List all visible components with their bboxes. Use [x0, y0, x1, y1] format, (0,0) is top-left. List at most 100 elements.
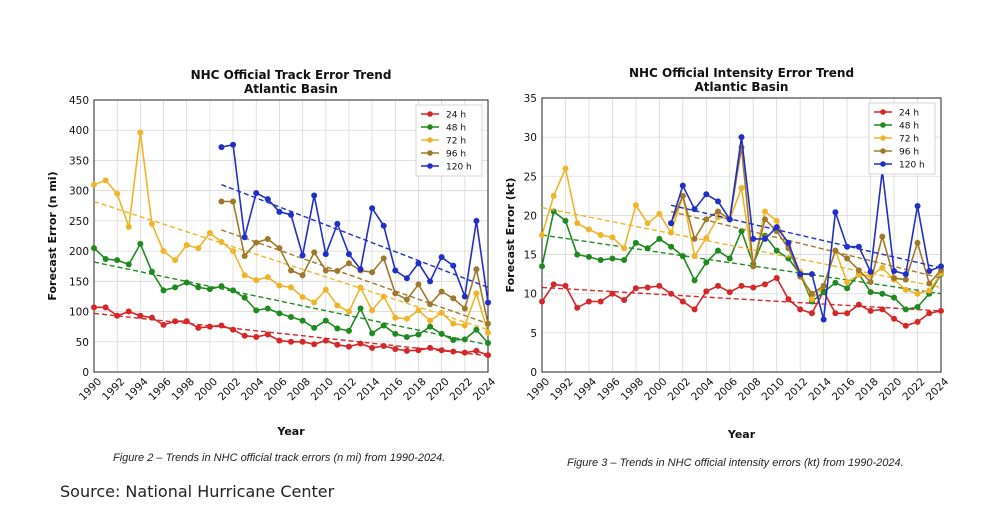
track-point-72h	[91, 181, 97, 188]
track-point-48h	[438, 330, 445, 337]
intensity-legend-label: 72 h	[899, 135, 919, 145]
track-x-tick-label: 2012	[332, 376, 359, 403]
intensity-point-72h	[844, 278, 851, 285]
track-legend-marker	[427, 124, 433, 130]
track-legend-marker	[427, 150, 433, 156]
intensity-point-24h	[785, 296, 792, 303]
intensity-point-96h	[867, 278, 874, 285]
intensity-point-48h	[891, 294, 898, 301]
intensity-point-120h	[761, 235, 768, 242]
track-x-tick-label: 2010	[309, 376, 336, 403]
intensity-y-tick-label: 0	[530, 367, 537, 379]
track-point-96h	[485, 320, 491, 327]
intensity-point-24h	[609, 290, 616, 297]
track-x-tick-label: 2024	[471, 376, 499, 404]
track-point-120h	[218, 144, 225, 151]
track-point-72h	[450, 320, 457, 327]
track-point-120h	[392, 267, 399, 274]
track-point-72h	[218, 239, 225, 246]
intensity-point-96h	[855, 267, 862, 274]
track-point-120h	[415, 260, 422, 267]
track-point-24h	[345, 343, 352, 350]
intensity-y-tick-label: 35	[524, 93, 537, 105]
track-point-24h	[276, 337, 283, 344]
intensity-point-24h	[738, 282, 745, 289]
intensity-point-48h	[879, 290, 886, 297]
intensity-point-72h	[656, 210, 663, 217]
intensity-point-48h	[644, 245, 651, 252]
track-error-chart: NHC Official Track Error Trend Atlantic B…	[38, 60, 508, 470]
track-point-72h	[322, 286, 329, 293]
track-point-96h	[473, 266, 480, 273]
track-point-72h	[230, 248, 237, 255]
track-point-120h	[264, 196, 271, 203]
track-point-48h	[334, 325, 341, 332]
intensity-point-72h	[715, 213, 722, 220]
track-point-48h	[357, 305, 364, 312]
track-point-72h	[288, 284, 294, 291]
track-y-tick-label: 150	[69, 276, 89, 288]
track-point-24h	[264, 331, 271, 338]
intensity-point-96h	[808, 290, 815, 297]
intensity-y-tick-label: 5	[530, 328, 537, 340]
intensity-point-120h	[797, 271, 804, 278]
track-point-72h	[345, 308, 352, 315]
intensity-point-48h	[902, 306, 909, 313]
intensity-point-72h	[585, 226, 592, 233]
intensity-point-72h	[574, 220, 581, 227]
track-y-tick-label: 250	[69, 216, 89, 228]
track-point-48h	[241, 294, 248, 301]
intensity-point-120h	[668, 220, 675, 227]
intensity-point-96h	[832, 247, 839, 254]
track-point-120h	[473, 217, 480, 224]
track-point-72h	[114, 190, 121, 197]
intensity-point-48h	[668, 243, 675, 250]
intensity-x-tick-label: 2008	[736, 376, 763, 403]
track-point-24h	[392, 346, 399, 353]
track-point-48h	[322, 317, 329, 324]
intensity-point-120h	[808, 271, 815, 278]
intensity-x-tick-label: 2016	[830, 376, 858, 404]
intensity-point-24h	[797, 306, 804, 313]
track-point-48h	[264, 305, 271, 312]
track-point-72h	[473, 290, 480, 297]
intensity-point-48h	[914, 304, 921, 311]
track-point-24h	[473, 347, 480, 354]
intensity-point-24h	[644, 284, 651, 291]
track-point-48h	[369, 330, 376, 337]
track-legend-label: 48 h	[446, 124, 466, 134]
track-x-tick-label: 2018	[401, 376, 428, 403]
intensity-legend-marker	[880, 135, 886, 141]
track-point-120h	[241, 234, 248, 241]
track-point-24h	[241, 332, 248, 339]
intensity-point-72h	[609, 234, 616, 241]
track-point-96h	[334, 268, 341, 275]
track-point-72h	[369, 307, 376, 314]
track-point-72h	[438, 309, 445, 316]
intensity-point-72h	[879, 264, 886, 271]
intensity-trendline-120h	[670, 204, 942, 269]
track-legend-marker	[427, 111, 433, 117]
track-x-tick-label: 1996	[146, 376, 174, 404]
track-legend-marker	[427, 163, 433, 169]
track-point-48h	[427, 323, 434, 330]
intensity-x-tick-label: 2002	[666, 376, 693, 403]
track-trendline-96h	[221, 229, 489, 325]
intensity-x-axis-label: Year	[727, 428, 756, 441]
track-point-120h	[253, 190, 260, 197]
intensity-point-96h	[679, 192, 686, 199]
track-point-96h	[380, 255, 387, 262]
intensity-point-48h	[539, 263, 545, 270]
intensity-point-96h	[914, 239, 921, 246]
track-point-48h	[148, 268, 155, 275]
track-point-72h	[148, 220, 155, 227]
intensity-legend-label: 48 h	[899, 122, 919, 132]
source-credit: Source: National Hurricane Center	[60, 482, 335, 501]
track-point-120h	[438, 254, 445, 261]
intensity-point-120h	[715, 198, 722, 205]
track-point-48h	[288, 313, 294, 320]
intensity-point-72h	[644, 220, 651, 227]
intensity-point-48h	[844, 285, 851, 292]
track-point-96h	[438, 288, 445, 295]
intensity-point-48h	[867, 289, 874, 296]
